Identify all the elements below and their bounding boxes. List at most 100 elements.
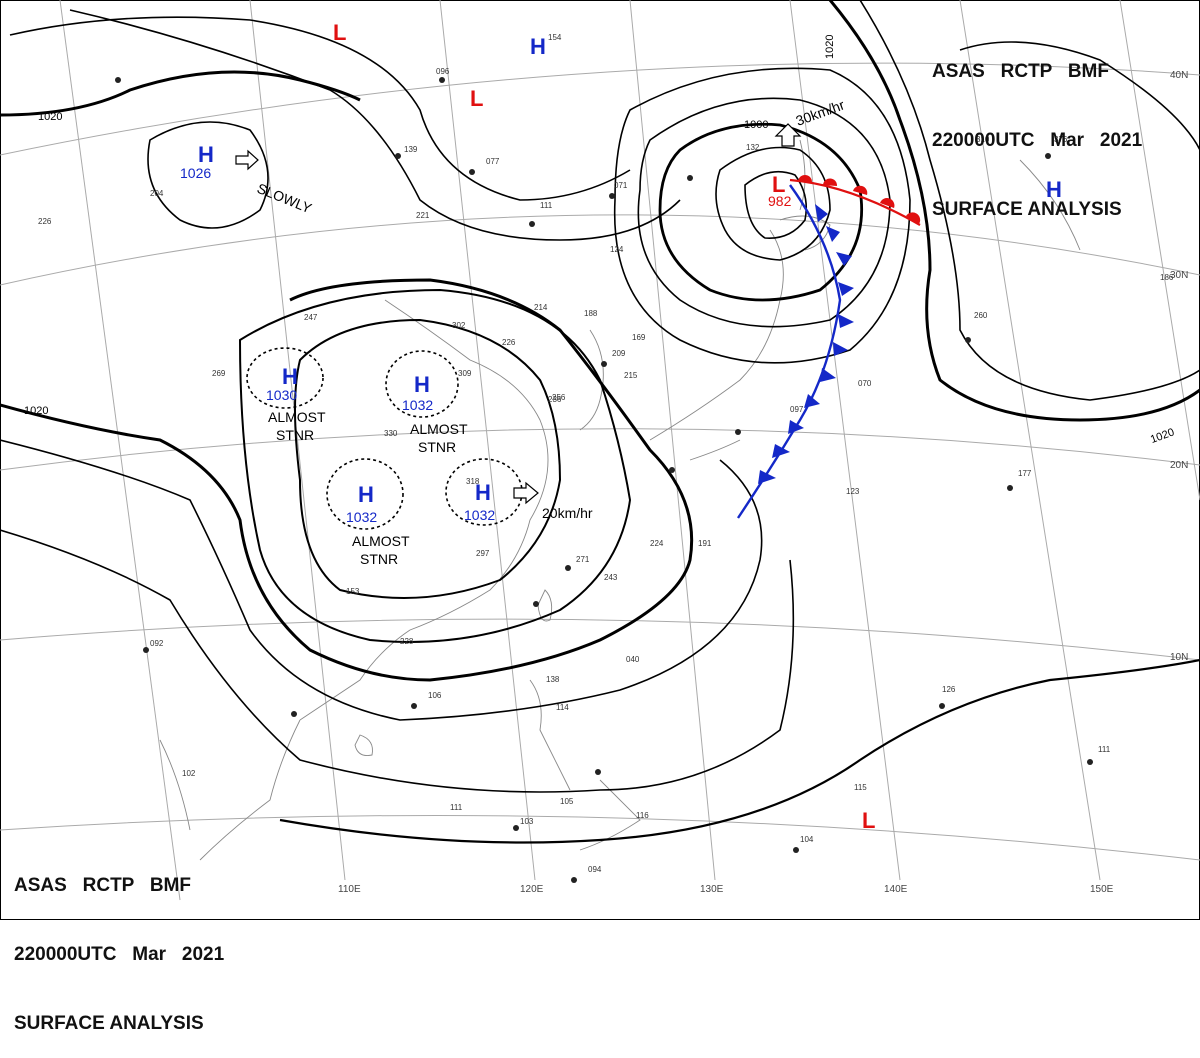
station-value: 247: [304, 313, 318, 322]
longitude-line-110e: [249, 0, 346, 881]
note-stnr-1032-west: STNR: [360, 551, 398, 567]
station-value: 092: [150, 639, 164, 648]
station-value: 154: [548, 33, 562, 42]
station-value: 309: [458, 369, 472, 378]
station-value: 071: [614, 181, 628, 190]
station-value: 115: [854, 783, 867, 792]
station-dot: [1007, 485, 1013, 491]
warm-front-semicircle: [823, 178, 838, 186]
high-value-1032-west: 1032: [346, 509, 377, 525]
station-value: 070: [858, 379, 872, 388]
graticule: [0, 0, 1200, 901]
cold-front-triangle: [838, 282, 854, 296]
warm-front-semicircle: [798, 175, 812, 182]
isobar-low-992: [715, 146, 831, 261]
station-dot: [395, 153, 401, 159]
warm-front-semicircle: [880, 198, 895, 208]
pressure-centers: H 1026 H 1030 H 1032 H 1032 H 1032 L 982…: [180, 20, 1062, 833]
high-symbol-1032-west: H: [358, 482, 374, 507]
latitude-line-0: [0, 814, 1200, 861]
cold-front-triangle: [788, 420, 804, 434]
station-dots: [115, 77, 1093, 883]
cell-h1032-west: [326, 458, 404, 530]
station-dot: [115, 77, 121, 83]
isobar-1016-ring: [0, 439, 763, 721]
isobar-1028-outer: [294, 318, 562, 599]
station-value: 243: [604, 573, 618, 582]
isobar-low-1008: [613, 67, 911, 364]
cell-h1032-north: [385, 350, 459, 418]
station-value: 138: [546, 675, 560, 684]
note-stnr-1030: STNR: [276, 427, 314, 443]
station-value: 139: [404, 145, 418, 154]
lon-label-130e: 130E: [700, 884, 724, 895]
warm-front-semicircles: [798, 175, 921, 224]
station-dot: [669, 467, 675, 473]
cold-front-triangle: [826, 226, 840, 242]
isobars: [0, 0, 1200, 844]
station-value: 297: [476, 549, 490, 558]
cold-front-triangle: [833, 342, 848, 356]
station-value: 177: [1018, 469, 1032, 478]
station-dot: [533, 601, 539, 607]
note-almost-1032-north: ALMOST: [410, 421, 468, 437]
low-symbol-south: L: [862, 808, 875, 833]
isobar-north-1012: [69, 9, 681, 241]
station-value: 310: [976, 135, 990, 144]
arrow-east-1032: [513, 481, 539, 505]
isobar-1020-north: [0, 70, 361, 117]
lat-label-20n: 20N: [1170, 460, 1188, 471]
station-value: 123: [846, 487, 860, 496]
station-value: 221: [416, 211, 430, 220]
coast-japan: [649, 229, 784, 461]
lon-label-150e: 150E: [1090, 884, 1114, 895]
station-value: 214: [534, 303, 548, 312]
header-time-line: 220000UTC Mar 2021: [14, 944, 225, 965]
station-dot: [609, 193, 615, 199]
longitude-line-140e: [789, 0, 901, 881]
station-value: 215: [624, 371, 638, 380]
high-value-1032-east: 1032: [464, 507, 495, 523]
station-value: 236: [548, 395, 562, 404]
station-value: 096: [436, 67, 450, 76]
cold-front-triangles: [758, 204, 854, 484]
high-symbol-1026: H: [198, 142, 214, 167]
latitude-line-40n: [0, 62, 1200, 156]
isobar-1008-south: [279, 658, 1200, 844]
station-value: 040: [626, 655, 640, 664]
station-value: 116: [636, 811, 649, 820]
station-value: 226: [502, 338, 516, 347]
cold-front-triangle: [772, 444, 790, 458]
cold-front-triangle: [758, 470, 776, 484]
station-dot: [1087, 759, 1093, 765]
coast-hokkaido: [779, 215, 831, 251]
station-value: 376: [1054, 135, 1068, 144]
station-dot: [735, 429, 741, 435]
station-value: 228: [400, 637, 414, 646]
cold-front-triangle: [836, 252, 852, 266]
station-value: 186: [1160, 273, 1174, 282]
header-agency-line: ASAS RCTP BMF: [14, 875, 191, 896]
cold-front-triangle: [838, 314, 854, 328]
station-value: 260: [974, 311, 988, 320]
header-product-line: SURFACE ANALYSIS: [14, 1013, 204, 1034]
header-bottom-left: ASAS RCTP BMF 220000UTC Mar 2021 SURFACE…: [14, 828, 224, 1058]
station-value: 105: [560, 797, 574, 806]
station-value: 302: [452, 321, 466, 330]
cold-front-line: [737, 184, 842, 519]
longitude-line-100e: [59, 0, 181, 901]
lon-label-140e: 140E: [884, 884, 908, 895]
arrow-east-1026: [235, 149, 259, 171]
coast-philippines: [529, 679, 641, 851]
station-value: 271: [576, 555, 590, 564]
station-value: 209: [612, 349, 626, 358]
isobar-label-1020-top: 1020: [824, 35, 836, 59]
coast-china: [299, 299, 549, 721]
station-value: 111: [540, 201, 553, 210]
arrow-north-982: [774, 123, 802, 147]
station-dot: [143, 647, 149, 653]
station-dot: [469, 169, 475, 175]
station-value: 102: [182, 769, 196, 778]
note-stnr-1032-north: STNR: [418, 439, 456, 455]
note-almost-1030: ALMOST: [268, 409, 326, 425]
